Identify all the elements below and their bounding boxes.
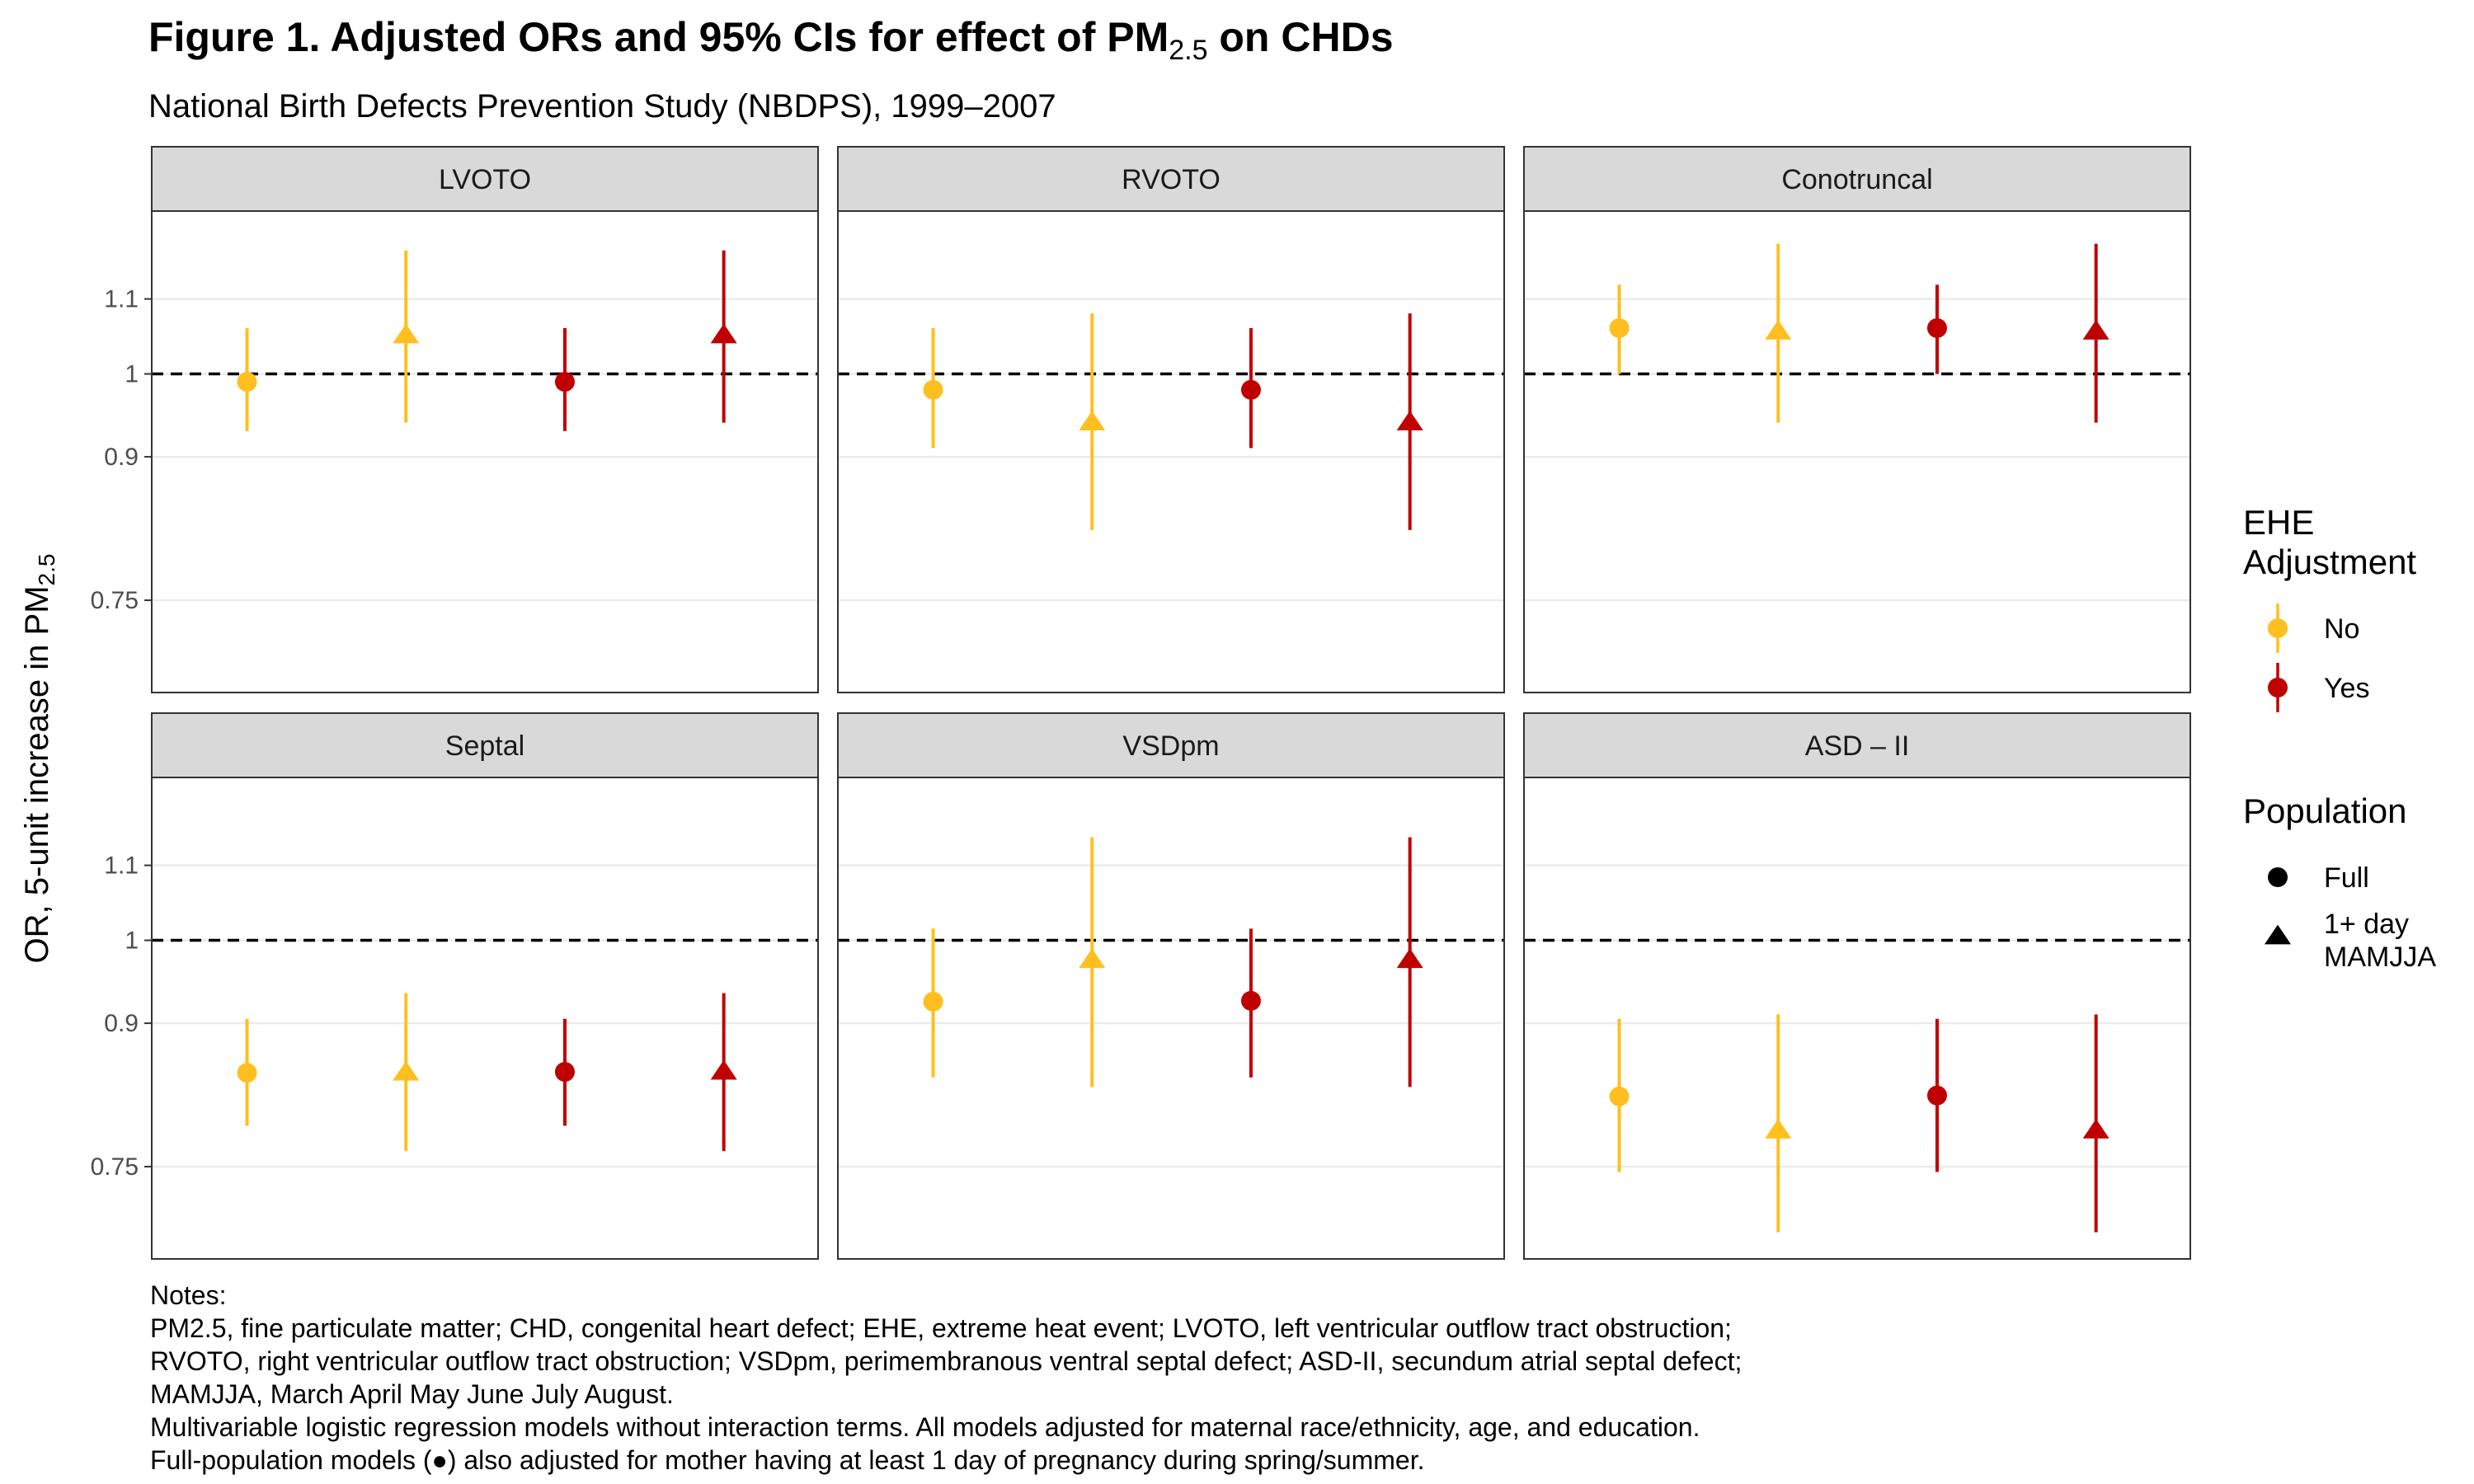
panel-strip: [151, 712, 819, 778]
legend-shape-entry: Full: [2324, 862, 2369, 894]
panel-border: [151, 777, 819, 1260]
panel-2: RVOTO: [837, 146, 1505, 693]
legend-shape-entry: MAMJJA: [2324, 942, 2436, 973]
point-triangle: [1396, 948, 1423, 969]
point-circle: [1240, 379, 1261, 400]
panel-strip: [151, 146, 819, 212]
point-triangle: [393, 1060, 420, 1081]
point-circle: [923, 379, 943, 400]
chart-subtitle: National Birth Defects Prevention Study …: [148, 88, 1056, 124]
point-circle: [1609, 1086, 1630, 1106]
note-line: MAMJJA, March April May June July August…: [150, 1379, 674, 1409]
title-subscript: 2.5: [1169, 35, 1207, 66]
panel-border: [837, 210, 1505, 693]
y-tick-label: 0.75: [91, 1153, 139, 1181]
point-triangle: [393, 323, 420, 344]
point-circle: [1609, 317, 1630, 338]
point-circle: [1926, 317, 1947, 338]
panel-border: [1523, 777, 2191, 1260]
y-axis-label: OR, 5-unit increase in PM2.5: [19, 554, 59, 964]
panel-3: Conotruncal: [1523, 146, 2191, 693]
point-circle: [237, 1063, 257, 1083]
note-line: Full-population models (●) also adjusted…: [150, 1445, 1424, 1475]
point-triangle: [2082, 320, 2109, 340]
point-triangle: [710, 323, 737, 344]
legend-color-title: EHE: [2243, 503, 2314, 542]
point-circle: [1240, 990, 1261, 1011]
point-circle: [554, 372, 575, 392]
y-tick-label: 1.1: [104, 852, 139, 880]
chart-title: Figure 1. Adjusted ORs and 95% CIs for e…: [148, 14, 1394, 66]
panels: LVOTO 0.75 0.9 1 1.1 RVOTO Conotruncal Septal 0.…: [91, 146, 2191, 1260]
legend-shape-entry: 1+ day: [2324, 909, 2409, 940]
y-tick-label: 0.9: [104, 444, 139, 471]
panel-border: [1523, 210, 2191, 693]
y-axis-label-subscript: 2.5: [34, 554, 59, 586]
panel-4: Septal 0.75 0.9 1 1.1: [91, 712, 819, 1260]
point-triangle: [1079, 948, 1106, 969]
point-triangle: [1396, 411, 1423, 430]
title-tail: on CHDs: [1208, 14, 1394, 60]
panel-5: VSDpm: [837, 712, 1505, 1260]
legend-color-entry: Yes: [2324, 673, 2369, 704]
panel-strip-label: VSDpm: [1122, 730, 1219, 762]
panel-border: [151, 210, 819, 693]
panel-6: ASD – II: [1523, 712, 2191, 1260]
point-triangle: [1765, 320, 1792, 340]
panel-strip-label: Septal: [445, 730, 524, 762]
panel-border: [837, 777, 1505, 1260]
legend-shape-triangle: [2265, 924, 2291, 945]
panel-strip: [1523, 712, 2191, 778]
legend-shape-title: Population: [2243, 791, 2407, 830]
y-axis-label-main: OR, 5-unit increase in PM: [19, 585, 55, 963]
title-main: Figure 1. Adjusted ORs and 95% CIs for e…: [148, 14, 1169, 60]
y-tick-label: 1: [125, 928, 139, 955]
panel-strip-label: Conotruncal: [1781, 164, 1932, 195]
note-line: Notes:: [150, 1280, 226, 1310]
point-triangle: [2082, 1119, 2109, 1139]
panel-strip-label: ASD – II: [1805, 730, 1910, 762]
point-triangle: [1079, 411, 1106, 430]
y-tick-label: 0.9: [104, 1010, 139, 1037]
panel-strip-label: RVOTO: [1122, 164, 1221, 195]
point-triangle: [710, 1059, 737, 1080]
point-circle: [237, 372, 257, 392]
legend-key-point: [2268, 678, 2288, 697]
legend-color-title: Adjustment: [2243, 542, 2416, 581]
y-tick-label: 0.75: [91, 587, 139, 614]
point-circle: [923, 991, 943, 1012]
notes: Notes:PM2.5, fine particulate matter; CH…: [150, 1280, 1742, 1475]
legend-shape-circle: [2268, 867, 2288, 887]
note-line: RVOTO, right ventricular outflow tract o…: [150, 1346, 1742, 1376]
legend-color-entry: No: [2324, 613, 2359, 645]
panel-1: LVOTO 0.75 0.9 1 1.1: [91, 146, 819, 693]
point-circle: [1926, 1085, 1947, 1106]
panel-strip: [837, 146, 1505, 212]
note-line: Multivariable logistic regression models…: [150, 1412, 1700, 1442]
y-tick-label: 1.1: [104, 286, 139, 313]
legend-key-point: [2268, 618, 2288, 638]
note-line: PM2.5, fine particulate matter; CHD, con…: [150, 1313, 1732, 1343]
panel-strip-label: LVOTO: [439, 164, 531, 195]
point-triangle: [1765, 1119, 1792, 1139]
point-circle: [554, 1062, 575, 1082]
y-tick-label: 1: [125, 361, 139, 388]
panel-strip: [1523, 146, 2191, 212]
